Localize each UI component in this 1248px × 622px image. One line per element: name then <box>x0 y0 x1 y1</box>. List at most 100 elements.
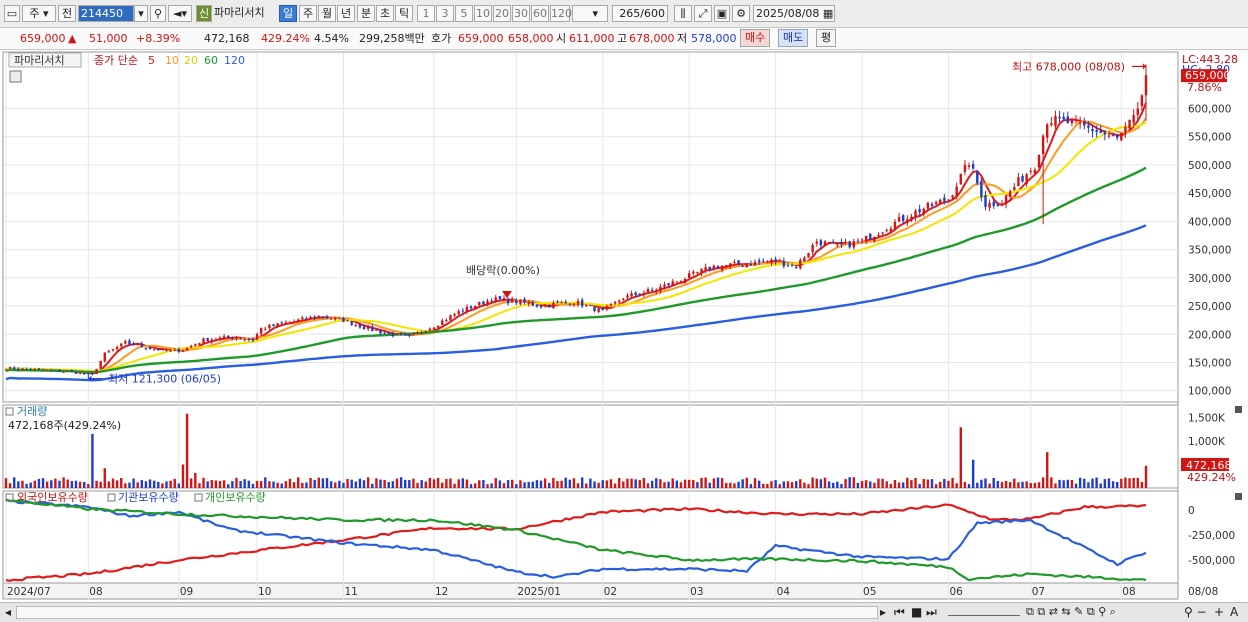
candle-body <box>827 242 831 244</box>
zoom-in-icon[interactable]: + <box>1214 605 1225 619</box>
stop-icon[interactable]: ■ <box>911 605 923 619</box>
volume-title: 거래량 <box>17 405 47 418</box>
date-field[interactable]: 2025/08/08 ▦ <box>753 5 835 22</box>
volume-bar <box>50 480 53 488</box>
candle-body <box>416 332 419 334</box>
period-tick[interactable]: 틱 <box>395 5 413 22</box>
candle-body <box>741 265 744 267</box>
candle-type-icon[interactable]: ⫼ <box>674 5 692 22</box>
custom-interval-select[interactable]: ▾ <box>572 5 608 22</box>
candle-body <box>461 310 465 312</box>
volume-bar <box>362 480 366 488</box>
period-year[interactable]: 년 <box>337 5 355 22</box>
interval-60[interactable]: 60 <box>531 5 549 22</box>
interval-1[interactable]: 1 <box>417 5 435 22</box>
candle-body <box>803 257 806 262</box>
ma-line-10 <box>5 117 1147 374</box>
rewind-icon[interactable]: ⏮ <box>894 605 905 619</box>
period-day[interactable]: 일 <box>279 5 297 22</box>
candle-body <box>214 339 218 341</box>
interval-20[interactable]: 20 <box>493 5 511 22</box>
candle-body <box>552 302 555 309</box>
prev-button[interactable]: 전 <box>58 5 76 22</box>
sound-icon[interactable]: ◄▾ <box>168 5 192 22</box>
dividend-note: 배당락(0.00%) <box>466 264 540 277</box>
volume-bar <box>177 483 181 488</box>
volume-bar <box>774 480 777 488</box>
open-price: 611,000 <box>569 32 615 45</box>
candle-body <box>634 292 637 295</box>
candle-body <box>189 345 193 348</box>
candle-body <box>29 368 32 370</box>
volume-bar <box>152 480 156 488</box>
scroll-right-icon[interactable]: ▸ <box>880 605 887 619</box>
draw-tool-icon[interactable]: ⤢ <box>694 5 712 22</box>
forward-icon[interactable]: ⏭ <box>926 605 937 619</box>
volume-bar <box>548 482 551 488</box>
candle-body <box>556 301 559 303</box>
code-input[interactable]: 214450 <box>78 5 134 22</box>
interval-3[interactable]: 3 <box>436 5 454 22</box>
period-month[interactable]: 월 <box>318 5 336 22</box>
scroll-track[interactable] <box>16 606 878 619</box>
volume-bar <box>531 481 534 488</box>
volume-bar <box>762 483 765 488</box>
volume-last-pct: 429.24% <box>1187 471 1236 484</box>
volume-bar <box>1037 482 1041 488</box>
candle-body <box>404 334 407 336</box>
gear-icon[interactable]: ⚙ <box>732 5 750 22</box>
volume-readout: 472,168주(429.24%) <box>8 419 121 432</box>
candle-body <box>173 349 176 351</box>
interval-5[interactable]: 5 <box>455 5 473 22</box>
high-price: 678,000 <box>629 32 675 45</box>
volume-bar <box>572 478 576 488</box>
scroll-left-icon[interactable]: ◂ <box>5 605 12 619</box>
candle-body <box>1029 170 1032 172</box>
save-icon[interactable]: ▣ <box>714 5 730 22</box>
volume-bar <box>733 483 736 488</box>
candle-body <box>757 260 761 263</box>
interval-10[interactable]: 10 <box>474 5 492 22</box>
count-field[interactable]: 265/600 <box>612 5 668 22</box>
zoom-out-icon[interactable]: ⚲ − <box>1184 605 1207 619</box>
volume-pct: 429.24% <box>261 32 310 45</box>
volume-bar <box>967 484 971 488</box>
candle-body <box>737 260 740 265</box>
candle-body <box>181 350 185 352</box>
candle-body <box>247 338 251 340</box>
candle-body <box>346 320 349 322</box>
search-icon[interactable]: ⚲ <box>150 5 166 22</box>
legend-stock-name: 파마리서치 <box>14 54 65 67</box>
candle-body <box>469 306 473 309</box>
period-week[interactable]: 주 <box>299 5 317 22</box>
market-select[interactable]: 주 ▾ <box>22 5 56 22</box>
code-dropdown-icon[interactable]: ▾ <box>134 5 148 22</box>
interval-120[interactable]: 120 <box>550 5 572 22</box>
volume-bar <box>971 459 975 488</box>
sell-button[interactable]: 매도 <box>778 29 809 47</box>
candle-body <box>943 197 946 202</box>
candle-body <box>441 320 444 325</box>
candle-body <box>860 239 864 241</box>
candle-body <box>498 296 502 300</box>
volume-bar <box>161 483 164 488</box>
volume-bar <box>844 479 847 488</box>
legend-ma-10: 10 <box>165 54 179 67</box>
candle-body <box>955 186 958 197</box>
zoom-slider[interactable] <box>948 607 1020 616</box>
volume-bar <box>955 483 958 488</box>
volume-bar <box>148 479 152 488</box>
buy-button[interactable]: 매수 <box>740 29 771 47</box>
view-tools-icon[interactable]: ⧉ ⧉ ⇄ ⇆ ✎ ⧉ ⚲ ⌕ <box>1026 605 1116 618</box>
volume-bar <box>412 478 415 488</box>
low-arrow-icon <box>88 375 103 382</box>
interval-30[interactable]: 30 <box>512 5 530 22</box>
candle-body <box>1091 128 1094 132</box>
window-menu-icon[interactable]: ▭ <box>4 5 20 22</box>
period-second[interactable]: 초 <box>376 5 394 22</box>
volume-bar <box>679 482 683 488</box>
volume-bar <box>877 478 880 488</box>
eval-button[interactable]: 평 <box>816 29 837 47</box>
period-minute[interactable]: 분 <box>357 5 375 22</box>
font-size-icon[interactable]: A <box>1230 605 1239 619</box>
